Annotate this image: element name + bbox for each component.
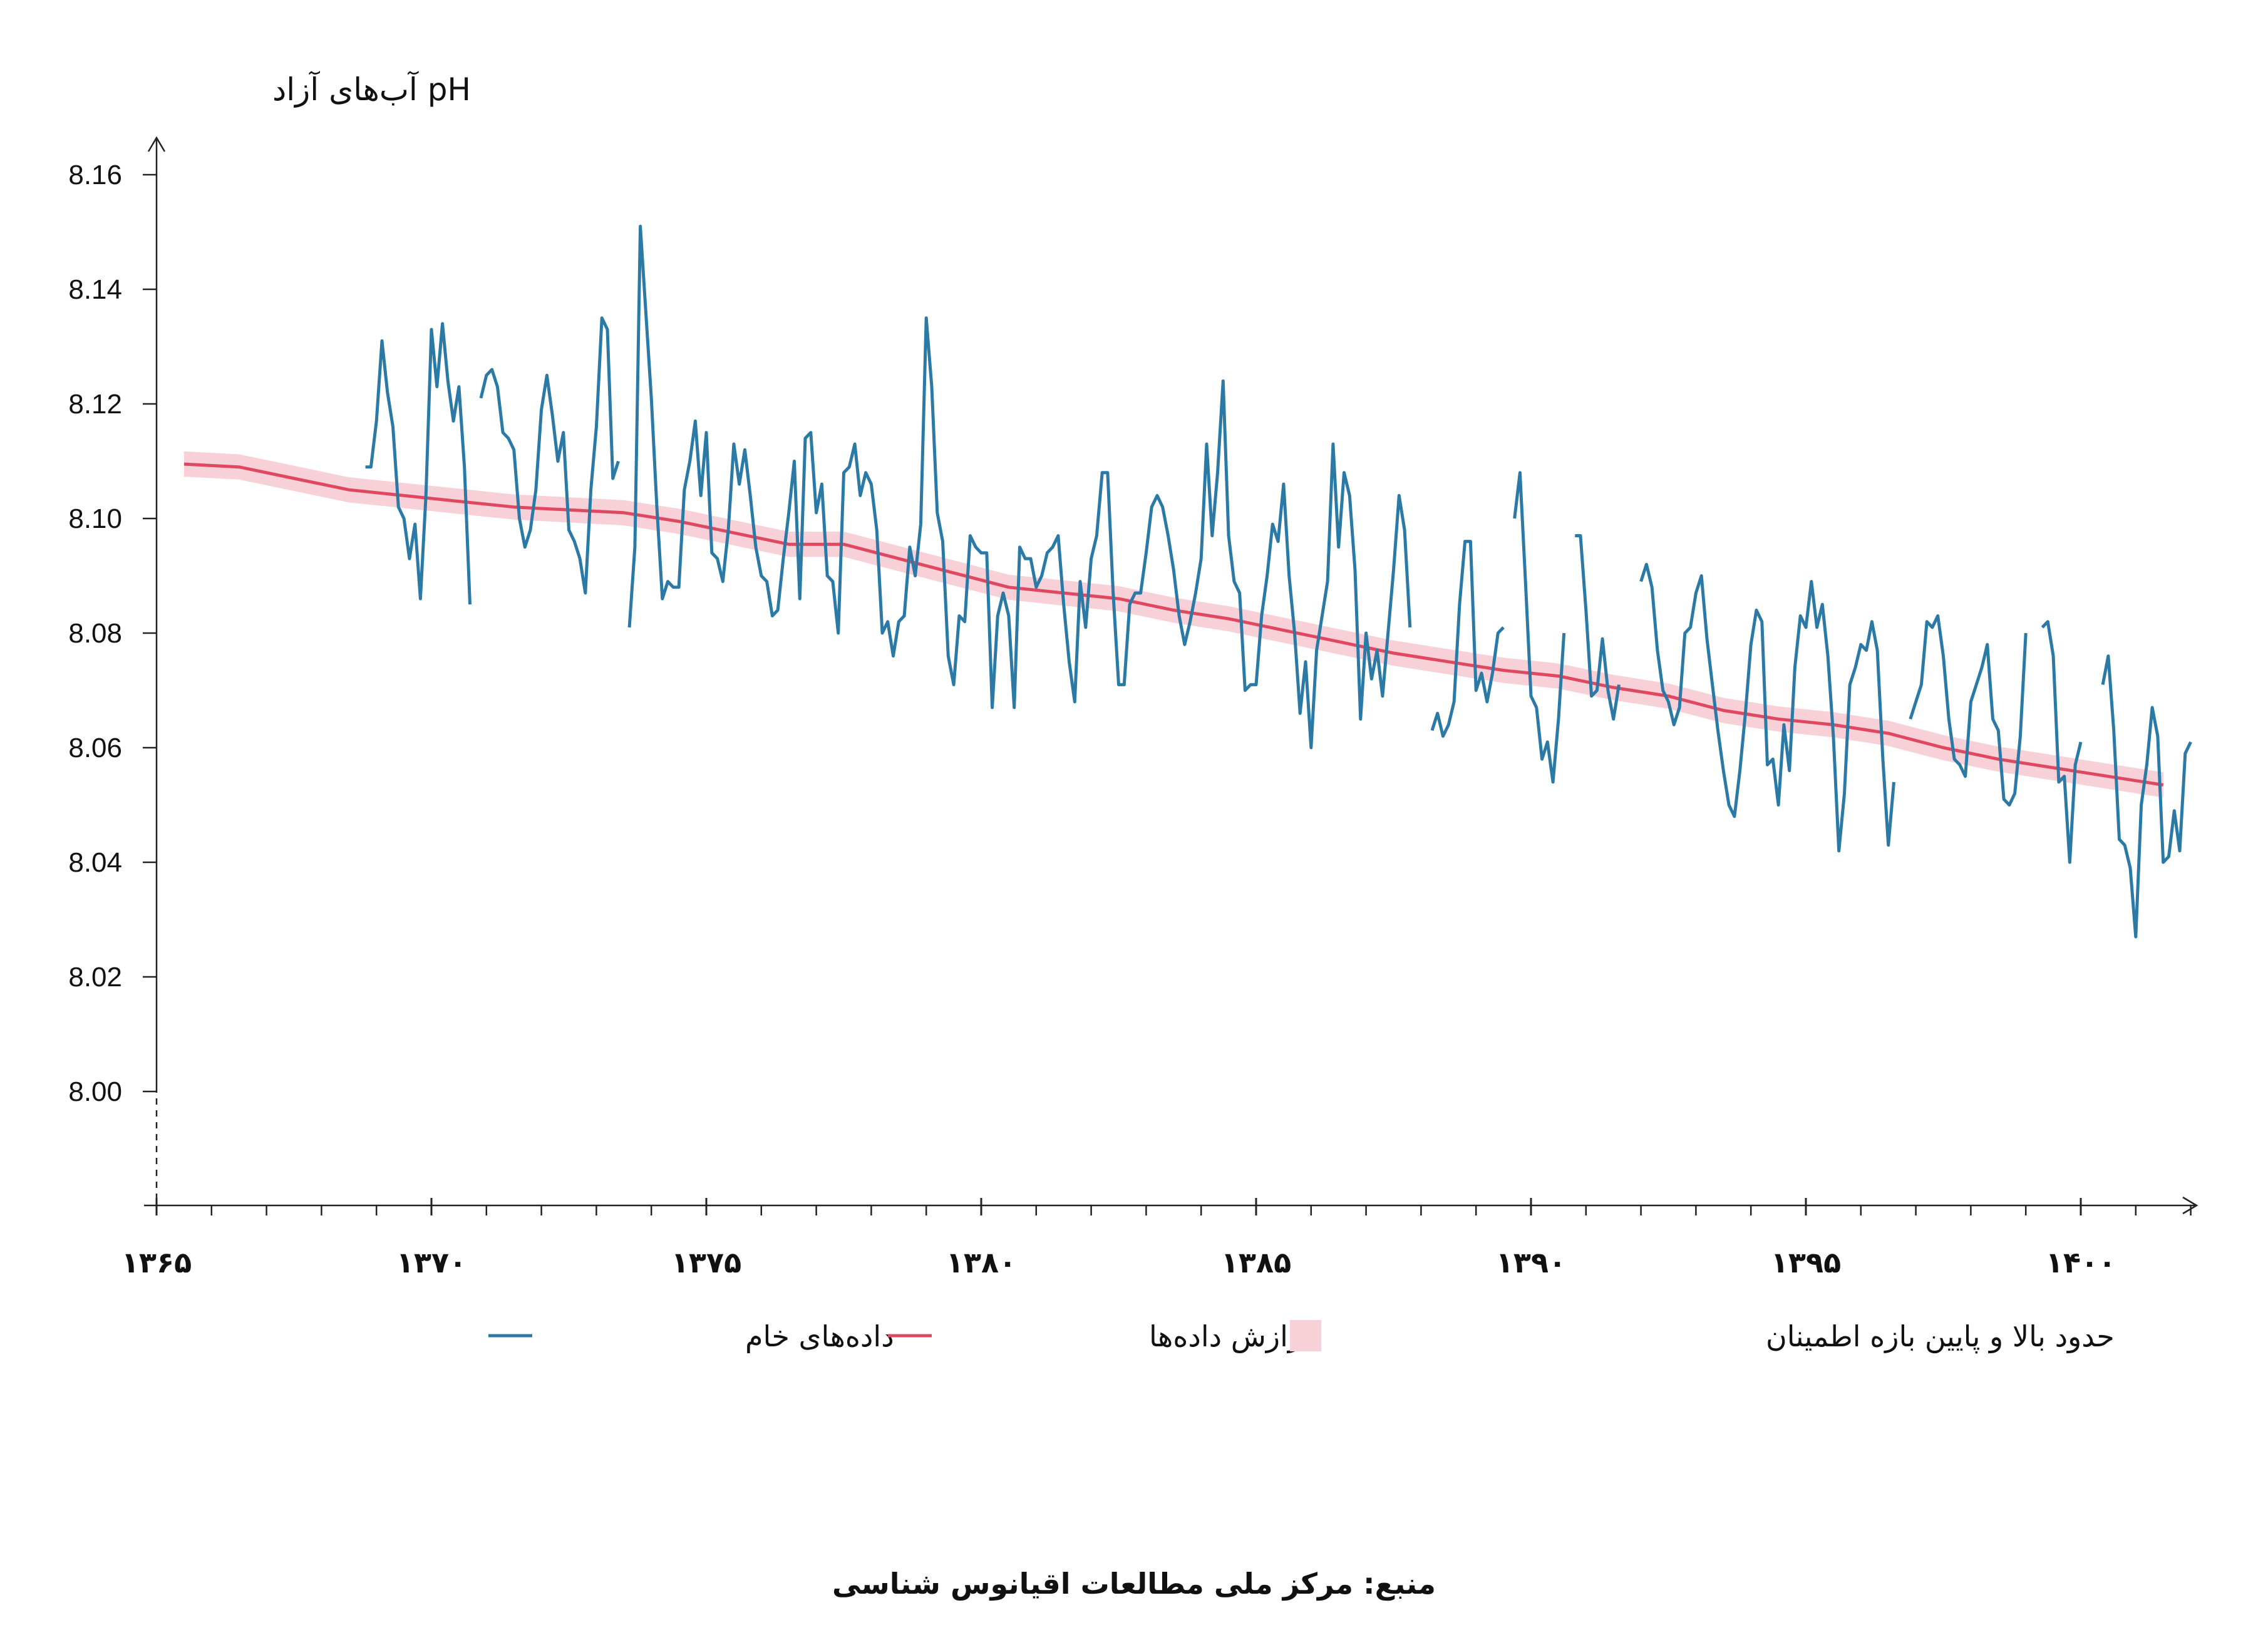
raw-data-segment-4 [1430,540,1505,738]
legend-raw-label: داده‌های خام [745,1319,894,1353]
y-tick-label: 8.14 [68,274,122,305]
legend: داده‌های خام برازش داده‌ها حدود بالا و پ… [488,1319,2115,1354]
x-tick-label: ۱۳۸۰ [946,1246,1016,1279]
y-tick-label: 8.12 [68,389,122,420]
raw-data-segment-3 [627,224,1412,750]
x-axis-arrow [2182,1196,2198,1215]
y-tick-label: 8.06 [68,733,122,763]
y-axis-arrow [147,136,166,152]
x-tick-label: ۱۴۰۰ [2046,1246,2116,1279]
y-tick-label: 8.16 [68,160,122,190]
x-tick-label: ۱۳۸۵ [1221,1246,1291,1279]
y-tick-label: 8.02 [68,962,122,993]
raw-data-segment-9 [2041,620,2083,864]
y-tick-label: 8.04 [68,847,122,878]
raw-data-segment-7 [1639,562,1895,853]
raw-data-segment-10 [2101,654,2192,939]
y-axis-label: pH آب‌های آزاد [272,71,471,108]
raw-data-segment-2 [479,316,620,595]
y-tick-label: 8.00 [68,1076,122,1107]
axes [144,136,2198,1215]
raw-data-line-layer [365,224,2192,939]
y-tick-label: 8.08 [68,618,122,649]
x-tick-label: ۱۳۹۵ [1771,1246,1841,1279]
y-tick-label: 8.10 [68,503,122,534]
raw-data-segment-1 [365,322,472,605]
legend-fit-label: برازش داده‌ها [1149,1319,1312,1354]
source-note: منبع: مرکز ملی مطالعات اقیانوس شناسی [832,1567,1436,1601]
legend-band-swatch [1290,1320,1321,1351]
raw-data-segment-8 [1909,614,2028,807]
x-tick-label: ۱۳۷۵ [671,1246,741,1279]
y-axis-ticks: 8.00 8.02 8.04 8.06 8.08 8.10 8.12 8.14 8.16 [68,160,157,1107]
x-tick-label: ۱۳۹۰ [1496,1246,1566,1279]
raw-data-segment-6 [1575,534,1621,721]
x-tick-label: ۱۳۷۰ [396,1246,466,1279]
legend-band-label: حدود بالا و پایین بازه اطمینان [1766,1319,2115,1354]
raw-data-segment-5 [1513,471,1566,784]
x-axis-ticks: ۱۳۶۵ ۱۳۷۰ ۱۳۷۵ ۱۳۸۰ ۱۳۸۵ ۱۳۹۰ ۱۳۹۵ ۱۴۰۰ [121,1198,2192,1279]
x-tick-label: ۱۳۶۵ [121,1246,192,1279]
